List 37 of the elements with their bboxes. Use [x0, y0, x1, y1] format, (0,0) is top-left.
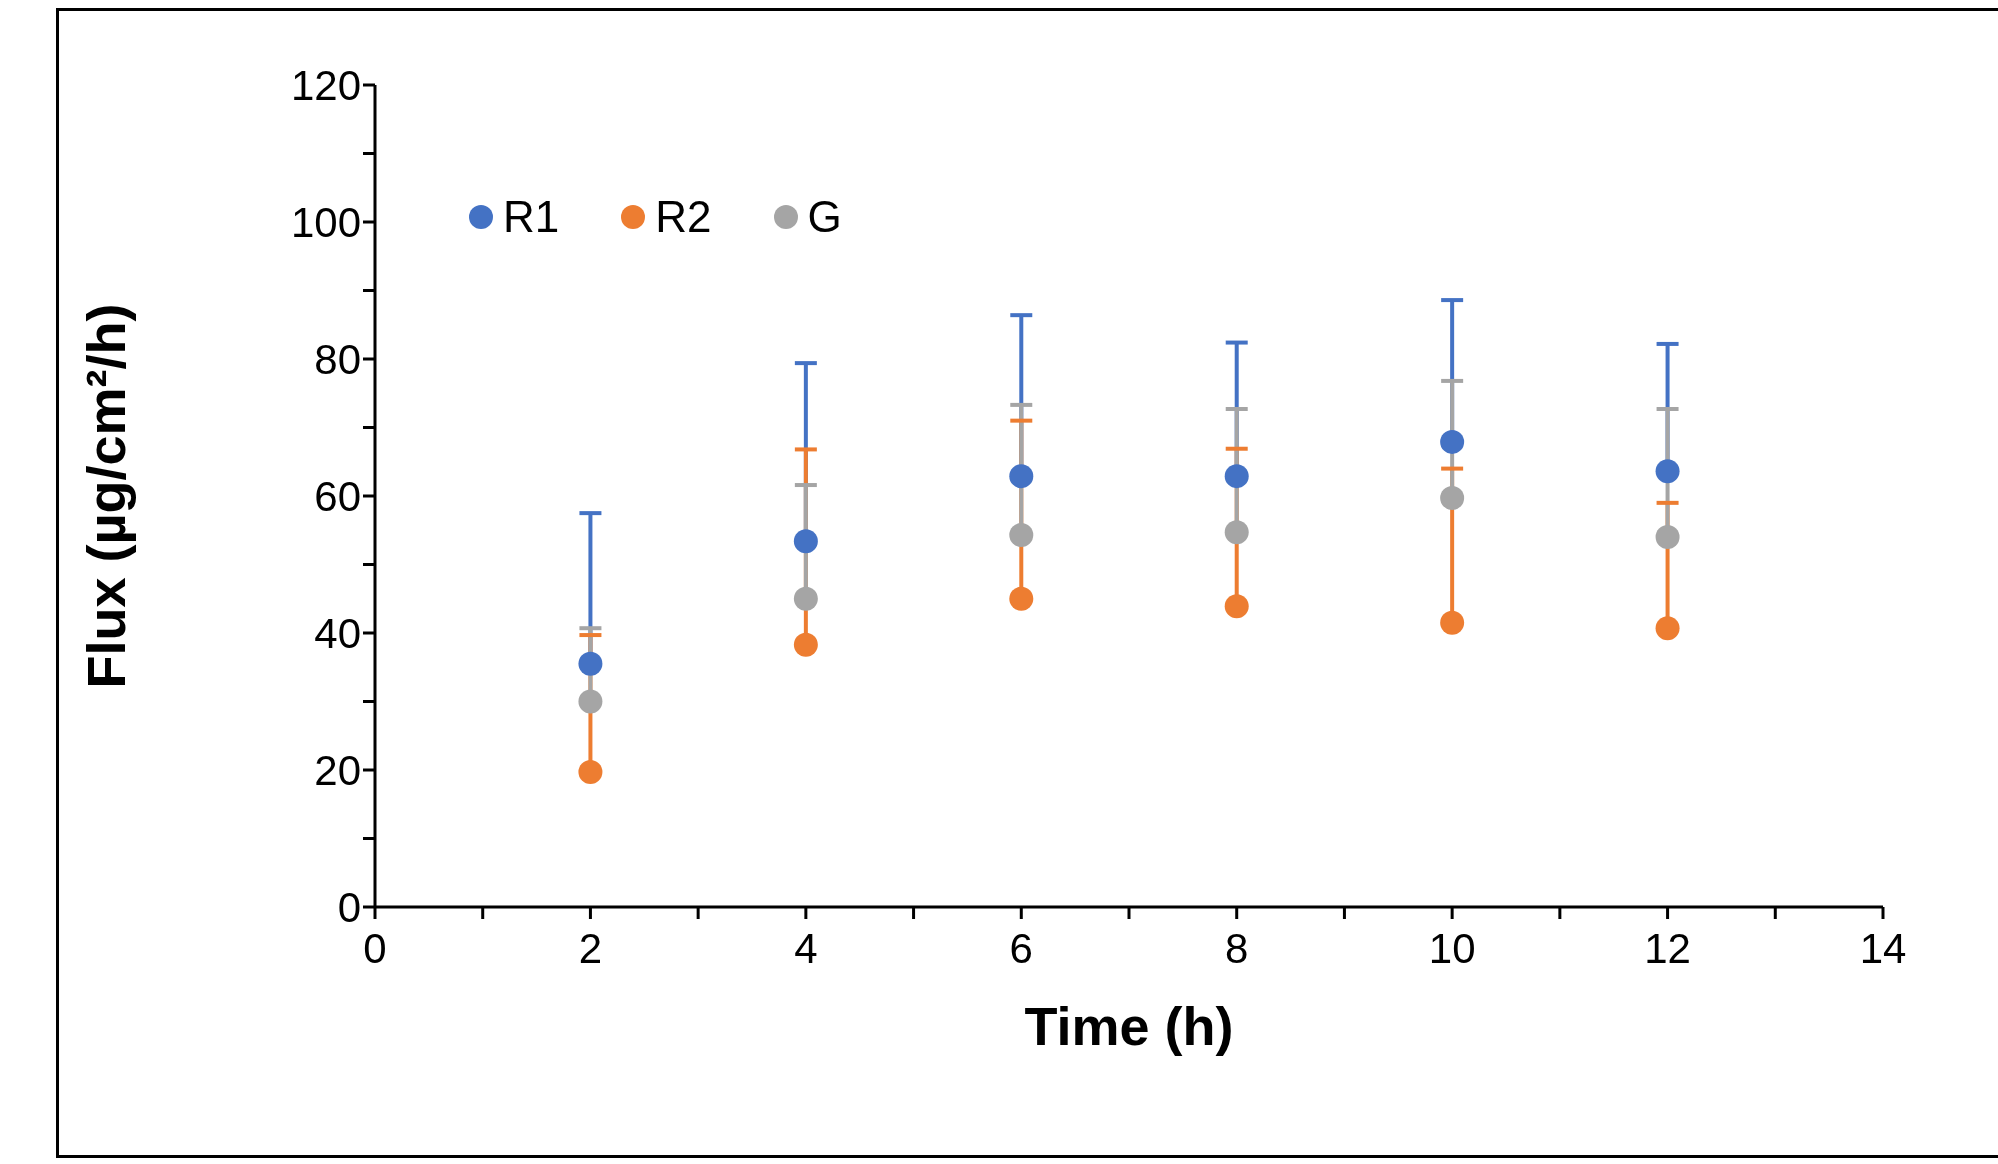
point: [1224, 594, 1249, 619]
x-tick-label: 8: [1225, 924, 1249, 972]
x-axis-title: Time (h): [1024, 996, 1234, 1057]
x-tick-label: 14: [1859, 924, 1907, 972]
point: [1009, 464, 1034, 489]
y-tick-label: 60: [314, 472, 361, 520]
point: [793, 632, 818, 657]
point: [1009, 523, 1034, 548]
point: [1440, 486, 1465, 511]
legend-label: R2: [655, 192, 712, 242]
x-tick-label: 12: [1644, 924, 1691, 972]
x-tick-label: 6: [1009, 924, 1033, 972]
legend-label: G: [807, 192, 842, 242]
y-axis-title: Flux (µg/cm²/h): [76, 303, 136, 689]
point: [578, 651, 603, 676]
x-tick-label: 2: [578, 924, 603, 972]
point: [1655, 616, 1680, 641]
y-tick-label: 80: [314, 335, 361, 383]
legend-label: R1: [503, 192, 560, 242]
y-tick-label: 120: [290, 61, 361, 109]
point: [793, 586, 818, 611]
x-tick-label: 4: [794, 924, 818, 972]
point: [1655, 459, 1680, 484]
point: [793, 529, 818, 554]
y-tick-label: 100: [290, 198, 361, 246]
point: [1655, 525, 1680, 550]
point: [1440, 429, 1465, 454]
point: [578, 689, 603, 714]
y-tick-label: 20: [314, 746, 361, 794]
x-tick-label: 10: [1428, 924, 1476, 972]
point: [1224, 520, 1249, 545]
point: [1224, 464, 1249, 489]
y-tick-label: 0: [337, 883, 361, 931]
y-tick-label: 40: [314, 609, 361, 657]
point: [1009, 586, 1034, 611]
point: [1440, 610, 1465, 635]
point: [578, 760, 603, 785]
